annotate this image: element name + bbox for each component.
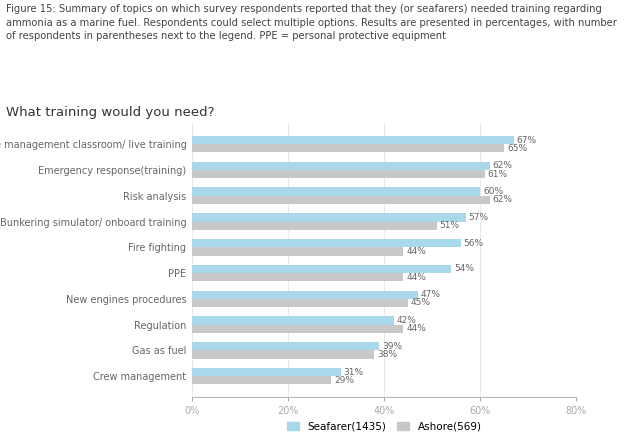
Text: 60%: 60% bbox=[483, 187, 503, 196]
Text: 61%: 61% bbox=[488, 170, 508, 179]
Text: 56%: 56% bbox=[464, 239, 484, 248]
Bar bbox=[192, 265, 451, 273]
Text: 38%: 38% bbox=[378, 350, 397, 359]
Bar bbox=[192, 247, 403, 255]
Bar bbox=[192, 325, 403, 333]
Bar bbox=[192, 239, 461, 247]
Text: 31%: 31% bbox=[344, 368, 364, 377]
Text: 42%: 42% bbox=[397, 316, 417, 325]
Text: 57%: 57% bbox=[468, 213, 488, 222]
Bar bbox=[192, 299, 408, 307]
Text: 44%: 44% bbox=[406, 273, 426, 282]
Text: What training would you need?: What training would you need? bbox=[6, 106, 215, 119]
Bar bbox=[192, 162, 490, 170]
Text: 39%: 39% bbox=[382, 342, 402, 351]
Text: 65%: 65% bbox=[507, 144, 527, 153]
Legend: Seafarer(1435), Ashore(569): Seafarer(1435), Ashore(569) bbox=[282, 417, 486, 435]
Text: 44%: 44% bbox=[406, 247, 426, 256]
Text: 54%: 54% bbox=[454, 265, 474, 273]
Bar bbox=[192, 342, 380, 351]
Bar bbox=[192, 351, 374, 359]
Bar bbox=[192, 291, 418, 299]
Bar bbox=[192, 376, 332, 385]
Text: 45%: 45% bbox=[411, 299, 431, 307]
Bar bbox=[192, 136, 514, 144]
Bar bbox=[192, 316, 394, 325]
Text: 62%: 62% bbox=[493, 195, 513, 204]
Bar bbox=[192, 144, 504, 153]
Bar bbox=[192, 196, 490, 204]
Bar bbox=[192, 221, 437, 230]
Text: 51%: 51% bbox=[440, 221, 460, 230]
Bar bbox=[192, 170, 485, 178]
Bar bbox=[192, 187, 480, 196]
Text: 67%: 67% bbox=[516, 135, 536, 145]
Text: 29%: 29% bbox=[334, 376, 354, 385]
Text: 47%: 47% bbox=[420, 290, 440, 299]
Text: 44%: 44% bbox=[406, 324, 426, 333]
Bar bbox=[192, 213, 466, 221]
Text: 62%: 62% bbox=[493, 161, 513, 170]
Bar bbox=[192, 273, 403, 281]
Bar bbox=[192, 368, 341, 376]
Text: Figure 15: Summary of topics on which survey respondents reported that they (or : Figure 15: Summary of topics on which su… bbox=[6, 4, 617, 41]
